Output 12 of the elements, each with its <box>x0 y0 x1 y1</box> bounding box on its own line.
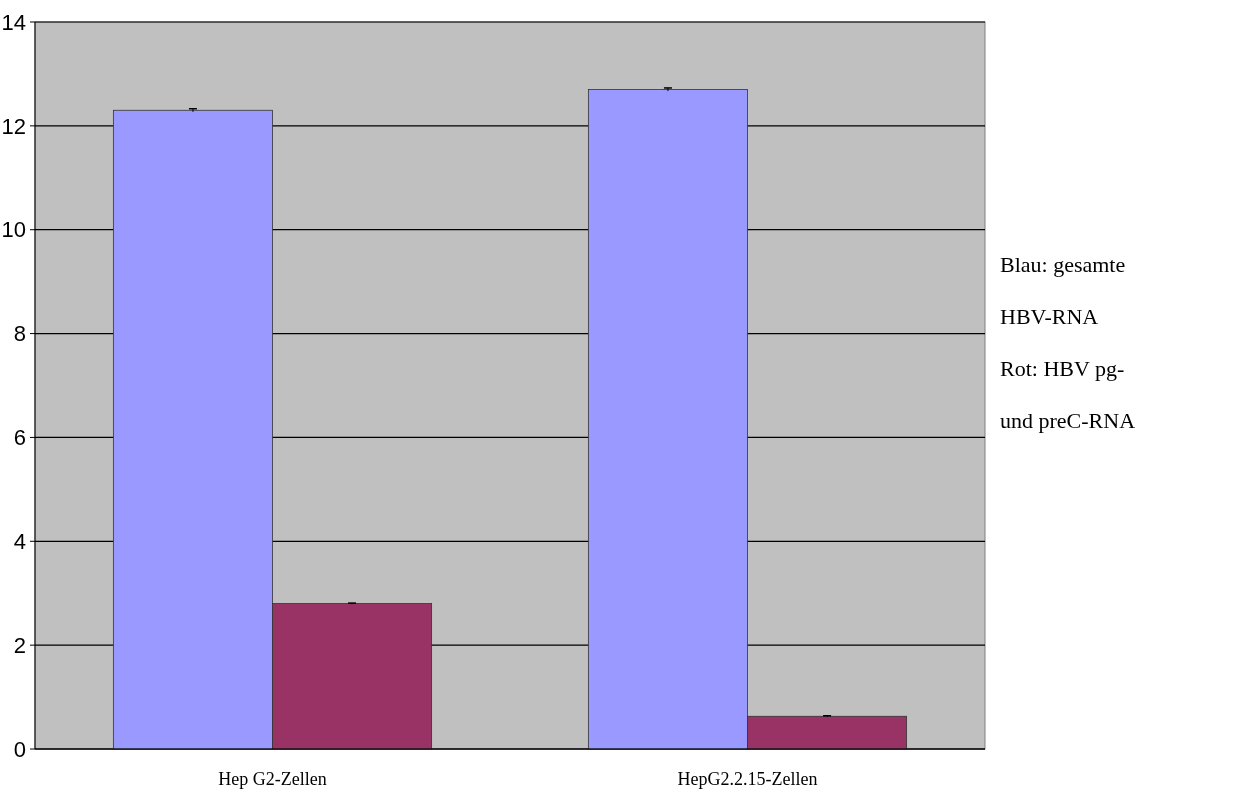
y-tick-label: 4 <box>13 528 26 554</box>
text: Blau: gesamte HBV-RNA <box>1000 252 1126 329</box>
y-tick-label: 14 <box>1 9 26 35</box>
y-tick-label: 2 <box>13 632 26 658</box>
y-tick-label: 10 <box>1 217 26 243</box>
y-tick-label: 8 <box>13 321 26 347</box>
y-tick-label: 0 <box>13 736 26 762</box>
x-tick-label: Hep G2-Zellen <box>218 769 327 789</box>
x-tick-label: HepG2.2.15-Zellen <box>677 769 818 789</box>
y-tick-label: 6 <box>13 425 26 451</box>
text: Rot: HBV pg- und preC-RNA <box>1000 356 1136 433</box>
y-tick-label: 12 <box>1 113 26 139</box>
